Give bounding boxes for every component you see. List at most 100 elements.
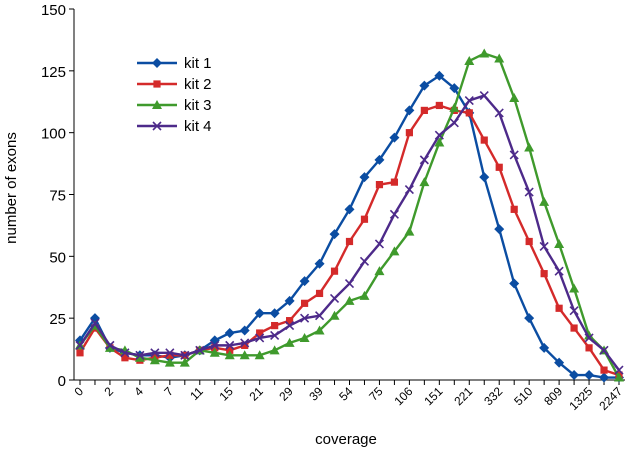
- series-3-point-26: [464, 55, 475, 65]
- series-4-point-32-b: [554, 266, 564, 276]
- series-4-point-16: [314, 311, 325, 321]
- series-4-point-30: [524, 187, 534, 197]
- series-2-point-26: [465, 109, 473, 117]
- series-4-point-24: [434, 130, 444, 140]
- legend-label-3: kit 3: [184, 97, 212, 114]
- series-4-point-21-b: [389, 209, 399, 219]
- series-4-point-11: [240, 338, 250, 348]
- x-tick-labels: 0 2 4 7 11 15 21 29 39 54 75 106 151 221 332 510 809 1325…: [71, 384, 625, 413]
- series-2-point-0: [76, 349, 84, 357]
- series-4-point-33: [569, 306, 579, 316]
- series-1-point-35: [599, 372, 610, 383]
- series-4-point-26: [464, 95, 474, 106]
- series-1-point-17: [329, 229, 340, 240]
- legend-label-1: kit 1: [184, 55, 212, 72]
- series-3-point-18: [344, 295, 355, 305]
- series-4-point-33-b: [569, 306, 579, 316]
- series-1-point-30: [524, 313, 535, 324]
- series-2-point-24: [435, 101, 443, 110]
- series-4-point-27-b: [479, 91, 489, 101]
- series-2-point-6: [166, 351, 174, 359]
- series-4-point-20: [374, 239, 385, 249]
- series-2-point-11: [241, 341, 249, 349]
- x-tick-label-4: 4: [131, 384, 146, 399]
- series-3-point-4: [134, 352, 145, 362]
- series-1-point-32: [554, 357, 565, 368]
- series-4-point-29: [509, 150, 519, 160]
- series-4-point-19: [359, 256, 370, 266]
- y-tick-label-0: 0: [58, 373, 66, 390]
- series-4-line: [79, 94, 620, 371]
- legend-marker-4: [152, 121, 162, 131]
- series-3-point-11: [239, 350, 250, 360]
- series-3-point-25: [449, 102, 460, 112]
- y-tick-label-1: 25: [49, 311, 66, 328]
- series-2-point-31: [540, 270, 548, 278]
- series-1-point-21: [389, 132, 400, 143]
- x-tick-label-0: 0: [71, 384, 86, 399]
- series-1-point-11: [239, 325, 250, 336]
- x-tick-label-34: 1325: [566, 384, 595, 413]
- series-2-point-17: [330, 267, 339, 275]
- series-4-point-29-b: [509, 150, 519, 160]
- series-4-point-15: [300, 313, 310, 323]
- series-4-point-4: [135, 350, 145, 360]
- x-tick-label-30: 510: [511, 384, 535, 408]
- series-4-point-5: [150, 348, 160, 358]
- series-4-point-31: [539, 241, 549, 252]
- series-3-point-36: [614, 372, 624, 382]
- series-1-point-19: [359, 172, 370, 183]
- series-2-point-18: [345, 237, 354, 246]
- series-4-point-6: [165, 348, 175, 358]
- series-1-point-14: [284, 295, 295, 306]
- series-3-point-33: [569, 283, 580, 293]
- series-3-point-28: [494, 53, 505, 63]
- y-tick-label-5: 125: [41, 64, 66, 81]
- series-4-point-23-b: [419, 155, 429, 165]
- series-1-point-25: [449, 83, 460, 94]
- series-3-point-6: [164, 357, 175, 367]
- x-tick-label-10: 15: [216, 384, 236, 404]
- series-1-point-18: [344, 204, 355, 215]
- legend-entry-1: kit 1: [137, 55, 212, 72]
- x-tick-label-22: 106: [391, 384, 415, 408]
- legend-marker-1: [152, 58, 162, 68]
- series-4-point-1: [90, 318, 100, 328]
- series-4-point-7-b: [180, 350, 190, 360]
- legend-entry-2: kit 2: [137, 76, 212, 93]
- legend-entry-4: kit 4: [137, 118, 212, 135]
- series-4: [75, 91, 624, 375]
- series-4-point-22-b: [404, 184, 414, 195]
- series-1-point-20: [374, 154, 385, 165]
- series-3-point-15: [299, 332, 310, 342]
- series-4-point-22: [404, 184, 414, 195]
- series-2-point-35: [600, 366, 608, 374]
- series-1-point-22: [404, 105, 415, 116]
- series-4-point-15-b: [300, 313, 310, 323]
- x-axis-label: coverage: [315, 431, 377, 448]
- series-4-point-35-b: [599, 345, 609, 355]
- series-3-point-24: [434, 137, 445, 147]
- series-4-point-10: [225, 340, 235, 350]
- x-tick-label-14: 29: [276, 384, 296, 404]
- series-3-point-14: [284, 337, 295, 347]
- series-1-point-15: [299, 276, 310, 287]
- series-4-point-2: [105, 340, 115, 350]
- y-tick-labels: 0 25 50 75 100 125 150: [41, 2, 66, 390]
- x-tick-label-20: 75: [366, 384, 386, 404]
- series-2-point-21: [390, 178, 399, 186]
- series-4-point-8-b: [195, 345, 205, 355]
- series-1-point-31: [539, 342, 550, 353]
- series-4-point-36-b: [614, 365, 624, 375]
- series-4-point-14: [285, 321, 295, 331]
- series-4-point-17-b: [329, 293, 340, 303]
- series-3-point-12: [254, 350, 265, 360]
- series-4-point-18-b: [344, 278, 355, 289]
- series-3-point-20: [374, 266, 385, 276]
- x-tick-label-8: 11: [187, 384, 206, 403]
- series-1-point-16: [314, 258, 325, 269]
- series-4-point-25: [449, 118, 459, 128]
- series-4-point-31-b: [539, 241, 549, 252]
- series-4-point-7: [180, 350, 190, 360]
